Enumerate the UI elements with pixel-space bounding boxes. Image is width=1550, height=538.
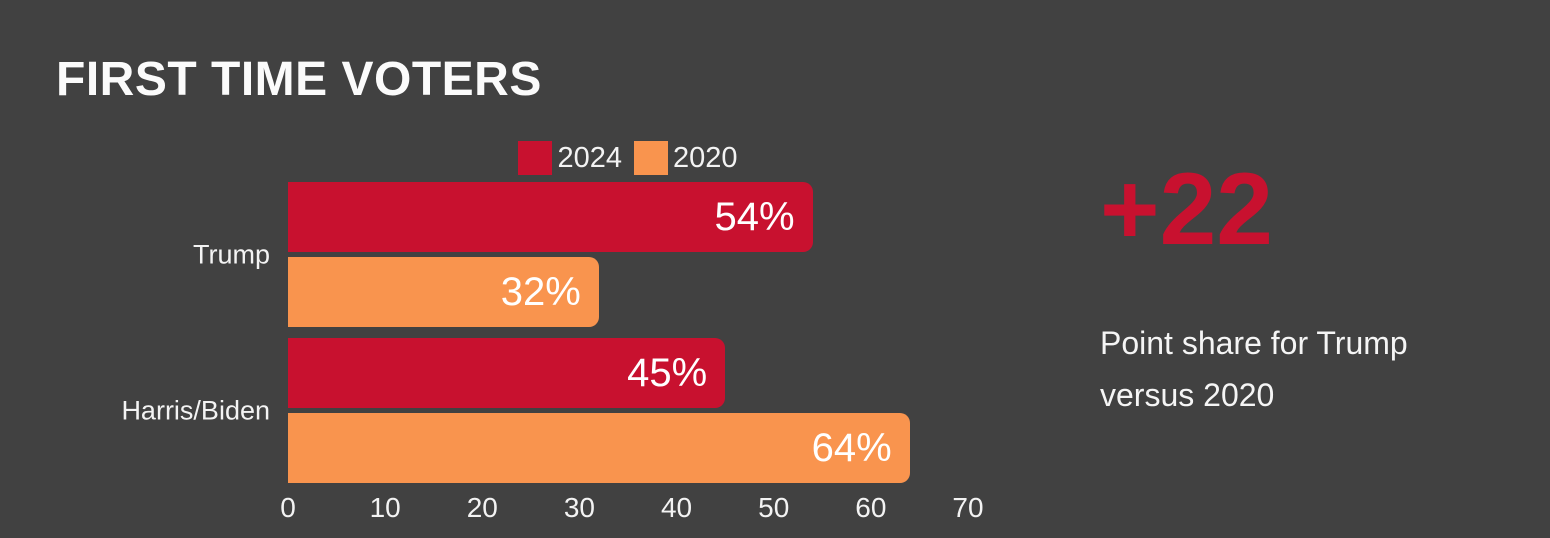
bar-group-Trump: 54% 32%: [288, 182, 968, 327]
callout-value: +22: [1100, 152, 1274, 266]
category-label-Trump: Trump: [192, 239, 270, 269]
page-title: FIRST TIME VOTERS: [56, 53, 542, 106]
x-axis-tick-20: 20: [466, 492, 498, 523]
legend-item-2024: 2024: [518, 141, 622, 175]
x-axis-tick-50: 50: [758, 492, 790, 523]
chart-legend: 2024 2020: [288, 141, 968, 175]
category-label-Harris/Biden: Harris/Biden: [121, 395, 270, 425]
callout-description: Point share for Trump versus 2020: [1100, 325, 1408, 413]
legend-swatch-2020: [634, 141, 668, 175]
x-axis-tick-30: 30: [563, 492, 595, 523]
bar-Harris/Biden-2024: 45%: [288, 338, 726, 408]
bar-group-Harris/Biden: 45% 64%: [288, 338, 968, 483]
legend-swatch-2024: [518, 141, 553, 175]
bar-value-label: 32%: [500, 269, 581, 314]
x-axis: 0 10 20 30 40 50 60 70: [280, 492, 983, 528]
bar-value-label: 64%: [811, 425, 892, 470]
bar-value-label: 45%: [627, 350, 708, 395]
legend-item-2020: 2020: [634, 141, 738, 175]
x-axis-tick-0: 0: [280, 492, 296, 523]
bar-chart-plot-area: 54% 32% 45% 64%: [288, 182, 968, 483]
x-axis-tick-60: 60: [855, 492, 887, 523]
bar-value-label: 54%: [714, 194, 795, 239]
bar-Trump-2020: 32%: [288, 257, 599, 327]
legend-label: 2020: [673, 141, 738, 174]
bar-Harris/Biden-2020: 64%: [288, 413, 910, 483]
bar-Trump-2024: 54%: [288, 182, 813, 252]
x-axis-tick-10: 10: [369, 492, 401, 523]
legend-label: 2024: [557, 141, 622, 174]
x-axis-tick-40: 40: [660, 492, 693, 523]
category-labels: Trump Harris/Biden: [0, 0, 270, 538]
x-axis-tick-70: 70: [952, 492, 984, 523]
